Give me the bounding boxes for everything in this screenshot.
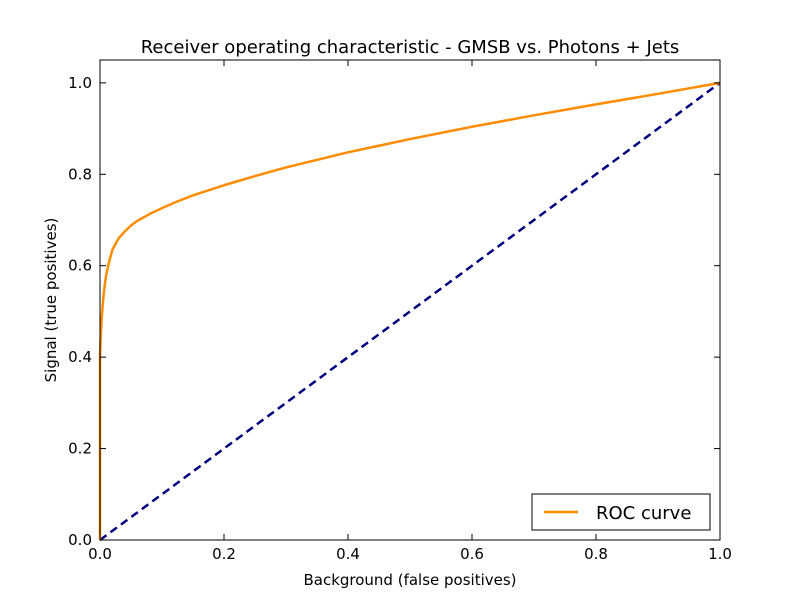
roc-curve-line xyxy=(98,81,721,540)
y-axis-label: Signal (true positives) xyxy=(42,218,60,383)
y-tick-label: 1.0 xyxy=(68,74,92,92)
legend-label-roc-curve: ROC curve xyxy=(596,503,691,524)
series-layer xyxy=(98,81,721,542)
chart-title: Receiver operating characteristic - GMSB… xyxy=(141,37,680,58)
legend: ROC curve xyxy=(531,493,711,531)
x-tick-label: 0.2 xyxy=(212,545,236,563)
y-tick-label: 0.4 xyxy=(68,348,92,366)
x-tick-label: 1.0 xyxy=(708,545,732,563)
x-tick-label: 0.6 xyxy=(460,545,484,563)
plot-area xyxy=(100,60,720,540)
y-tick-label: 0.8 xyxy=(68,165,92,183)
y-tick-label: 0.6 xyxy=(68,257,92,275)
x-tick-label: 0.0 xyxy=(88,545,112,563)
y-tick-label: 0.0 xyxy=(68,531,92,549)
x-axis-label: Background (false positives) xyxy=(303,571,516,589)
x-tick-label: 0.4 xyxy=(336,545,360,563)
plot-frame xyxy=(99,59,721,541)
x-tick-label: 0.8 xyxy=(584,545,608,563)
y-tick-label: 0.2 xyxy=(68,440,92,458)
chance-diagonal-line xyxy=(99,81,721,542)
